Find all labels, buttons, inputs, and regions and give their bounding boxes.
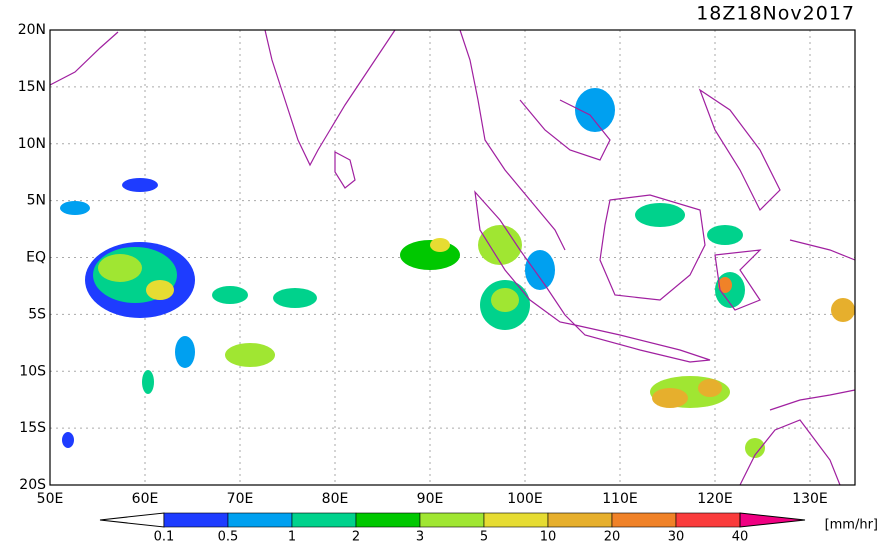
lat-label: 15N — [18, 79, 46, 95]
lon-label: 80E — [322, 491, 349, 507]
map-title: 18Z18Nov2017 — [696, 3, 855, 25]
colorbar-box — [483, 512, 549, 528]
colorbar-over — [739, 512, 806, 528]
colorbar-box — [611, 512, 677, 528]
colorbar-box — [291, 512, 357, 528]
colorbar-label: 0.1 — [154, 530, 175, 544]
colorbar-box — [419, 512, 485, 528]
lon-label: 50E — [37, 491, 64, 507]
colorbar-label: 0.5 — [218, 530, 239, 544]
colorbar-label: 1 — [288, 530, 296, 544]
lat-label: EQ — [26, 250, 46, 266]
colorbar-label: 40 — [732, 530, 749, 544]
rain-areas — [60, 88, 855, 458]
colorbar-box — [163, 512, 229, 528]
colorbar-label: 2 — [352, 530, 360, 544]
colorbar-label: 5 — [480, 530, 488, 544]
colorbar-box — [355, 512, 421, 528]
colorbar-under — [99, 512, 165, 528]
colorbar-label: 30 — [668, 530, 685, 544]
colorbar-label: 10 — [540, 530, 557, 544]
lon-label: 70E — [227, 491, 254, 507]
lat-label: 10S — [19, 363, 46, 379]
colorbar: 0.1 0.5 1 2 3 5 10 20 30 40 [mm/hr] — [99, 512, 878, 544]
lat-label: 20N — [18, 22, 46, 38]
colorbar-label: 3 — [416, 530, 424, 544]
lat-label: 20S — [19, 477, 46, 493]
lon-label: 130E — [792, 491, 828, 507]
colorbar-box — [227, 512, 293, 528]
lon-label: 100E — [507, 491, 543, 507]
lon-label: 60E — [132, 491, 159, 507]
coastlines — [49, 29, 856, 486]
lat-label: 5S — [28, 306, 46, 322]
colorbar-unit: [mm/hr] — [825, 518, 878, 533]
lon-label: 120E — [697, 491, 733, 507]
lon-label: 90E — [417, 491, 444, 507]
lat-label: 10N — [18, 136, 46, 152]
lon-label: 110E — [602, 491, 638, 507]
colorbar-label: 20 — [604, 530, 621, 544]
lat-label: 5N — [27, 193, 46, 209]
map-frame — [49, 29, 856, 486]
colorbar-box — [547, 512, 613, 528]
lat-label: 15S — [19, 420, 46, 436]
colorbar-box — [675, 512, 741, 528]
